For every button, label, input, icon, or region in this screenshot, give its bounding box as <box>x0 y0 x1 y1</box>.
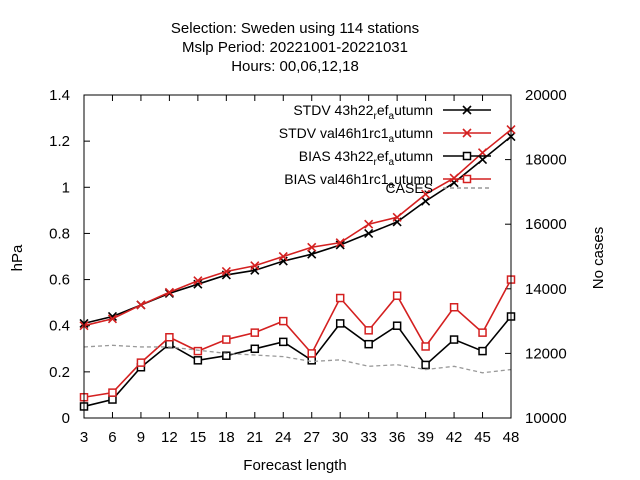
series-3-point <box>136 358 146 367</box>
series-0-line <box>83 135 512 325</box>
x-tick-label: 18 <box>218 429 235 446</box>
x-tick-label: 36 <box>389 429 406 446</box>
x-tick-label: 30 <box>332 429 349 446</box>
series-3-point <box>364 326 373 335</box>
series-2-point <box>421 360 430 370</box>
y-axis-label: hPa <box>9 244 26 271</box>
x-tick-label: 33 <box>360 429 377 446</box>
series-1-point <box>421 189 431 199</box>
series-3-point <box>421 342 430 351</box>
series-3-point <box>250 328 260 337</box>
chart-title-line-1: Selection: Sweden using 114 stations <box>171 20 419 37</box>
series-1-point <box>193 276 203 286</box>
series-0-point <box>364 228 374 238</box>
series-2-point <box>279 337 288 347</box>
series-0-point <box>477 155 488 165</box>
series-3-point <box>165 333 174 342</box>
series-2-point <box>392 321 402 330</box>
x-tick-label: 48 <box>503 429 520 446</box>
series-3-point <box>449 303 459 312</box>
plot-frame <box>83 94 512 419</box>
y-tick-label: 0.8 <box>49 225 70 242</box>
series-0-point <box>307 249 317 259</box>
series-2-point <box>335 319 345 328</box>
y2-tick-label: 20000 <box>525 87 567 104</box>
legend-marker-0 <box>462 105 472 115</box>
y-tick-label: 1 <box>62 179 70 196</box>
legend-marker-2 <box>462 151 472 161</box>
y2-axis-label: No cases <box>590 227 607 290</box>
legend-marker-3 <box>462 174 472 184</box>
y2-tick-label: 16000 <box>525 216 567 233</box>
series-2-point <box>478 346 487 356</box>
series-2-point <box>108 395 117 404</box>
series-3-point <box>307 349 316 358</box>
chart-title-line-2: Mslp Period: 20221001-20221031 <box>182 39 408 56</box>
legend-label-0: STDV 43h22refautumn <box>293 102 433 122</box>
series-3-point <box>392 291 402 300</box>
series-1-point <box>392 212 402 222</box>
y2-tick-label: 18000 <box>525 152 567 169</box>
series-1-point <box>107 314 118 324</box>
x-tick-label: 21 <box>246 429 263 446</box>
legend-marker-1 <box>462 128 472 138</box>
series-2-point <box>193 356 203 365</box>
legend-label-2: BIAS 43h22refautumn <box>299 148 433 168</box>
y-tick-label: 1.4 <box>49 87 70 104</box>
series-2-point <box>449 335 459 344</box>
x-tick-label: 3 <box>80 429 88 446</box>
series-3-point <box>108 388 117 397</box>
series-1-point <box>164 287 174 297</box>
series-3-point <box>222 335 231 344</box>
series-3-point <box>279 316 288 326</box>
series-1-point <box>307 242 317 252</box>
series-2-point <box>364 339 373 349</box>
y-tick-label: 0.2 <box>49 364 70 381</box>
y-tick-label: 0 <box>62 410 70 427</box>
series-3-line <box>83 279 512 399</box>
series-1-point <box>364 219 374 229</box>
y2-tick-label: 12000 <box>525 345 567 362</box>
series-4-line <box>83 344 512 374</box>
y2-tick-label: 14000 <box>525 281 567 298</box>
series-1-point <box>221 266 231 277</box>
y-tick-label: 1.2 <box>49 133 70 150</box>
series-2-point <box>250 344 260 354</box>
x-tick-label: 15 <box>190 429 207 446</box>
x-tick-label: 39 <box>417 429 434 446</box>
chart-title-line-3: Hours: 00,06,12,18 <box>231 58 359 75</box>
x-tick-label: 6 <box>108 429 116 446</box>
x-tick-label: 24 <box>275 429 292 446</box>
series-3-point <box>335 293 345 303</box>
series-1-point <box>449 173 459 183</box>
y2-tick-label: 10000 <box>525 410 567 427</box>
y-tick-label: 0.6 <box>49 272 70 289</box>
series-0-point <box>421 196 431 206</box>
series-1-point <box>278 251 288 262</box>
x-tick-label: 12 <box>161 429 178 446</box>
series-2-line <box>83 315 512 408</box>
series-3-point <box>193 346 203 356</box>
series-2-point <box>307 356 316 365</box>
x-tick-label: 27 <box>303 429 320 446</box>
y-tick-label: 0.4 <box>49 318 70 335</box>
series-1-point <box>136 300 146 310</box>
series-1-point <box>335 238 345 248</box>
series-1-point <box>250 261 260 271</box>
series-1-line <box>83 128 512 327</box>
series-3-point <box>478 328 487 337</box>
x-axis-label: Forecast length <box>243 457 346 474</box>
x-tick-label: 45 <box>474 429 491 446</box>
x-tick-label: 42 <box>446 429 463 446</box>
series-2-point <box>222 351 231 360</box>
legend-label-3: BIAS val46h1rc1autumn <box>284 171 433 191</box>
legend-label-4: CASES <box>386 180 433 196</box>
legend-label-1: STDV val46h1rc1autumn <box>279 125 433 145</box>
x-tick-label: 9 <box>137 429 145 446</box>
